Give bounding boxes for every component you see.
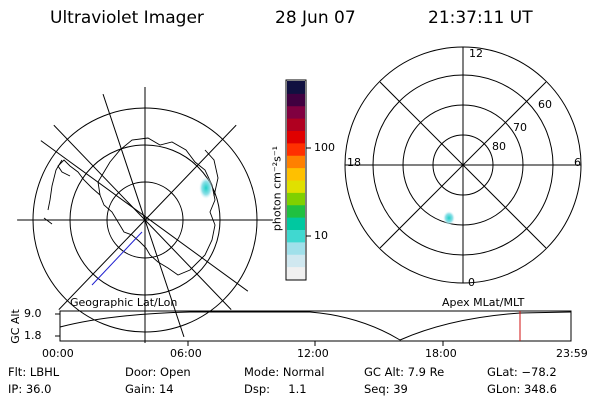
meridian-shallow1 — [39, 139, 261, 301]
mlt-diag2 — [379, 81, 547, 249]
colorbar-cell — [287, 254, 305, 268]
colorbar-cell — [287, 155, 305, 169]
magnetic-map — [344, 46, 582, 284]
alt-xtick-1800: 18:00 — [425, 347, 457, 360]
info-gain: Gain: 14 — [125, 382, 174, 396]
mlat-label-80: 80 — [492, 140, 506, 153]
altitude-curve — [59, 311, 572, 341]
colorbar-cell — [287, 93, 305, 107]
aurora-emission-right — [443, 211, 455, 225]
alt-xtick-1200: 12:00 — [297, 347, 329, 360]
geographic-map — [17, 87, 273, 343]
colorbar-cell — [287, 105, 305, 119]
colorbar-cell — [287, 130, 305, 144]
info-ip: IP: 36.0 — [8, 382, 52, 396]
aurora-emission-left — [199, 177, 213, 199]
colorbar-cell — [287, 204, 305, 218]
mlt-label-18: 18 — [347, 156, 361, 169]
alt-plot-ylabel: GC Alt — [8, 309, 22, 344]
meridian-steep1 — [94, 87, 196, 343]
mlat-label-60: 60 — [538, 98, 552, 111]
mlt-label-0: 0 — [468, 276, 475, 289]
colorbar-cell — [287, 266, 305, 280]
instrument-title: Ultraviolet Imager — [50, 8, 204, 28]
left-map-caption: Geographic Lat/Lon — [70, 296, 178, 309]
altitude-plot — [55, 310, 572, 346]
info-filter: Flt: LBHL — [8, 365, 60, 379]
colorbar-cell — [287, 192, 305, 206]
colorbar-cell — [287, 241, 305, 255]
info-gc-alt: GC Alt: 7.9 Re — [364, 365, 445, 379]
alt-xtick-0000: 00:00 — [42, 347, 74, 360]
colorbar-unit-label: photon cm⁻²s⁻¹ — [270, 145, 284, 232]
colorbar-tick-10: 10 — [314, 229, 328, 242]
antarctica-coastline — [97, 137, 216, 276]
colorbar-cell — [287, 118, 305, 131]
mlat-label-70: 70 — [513, 121, 527, 134]
alt-ytick-9: 9.0 — [24, 307, 42, 320]
info-door: Door: Open — [125, 365, 191, 379]
colorbar-cell — [287, 180, 305, 193]
info-glat: GLat: −78.2 — [487, 365, 557, 379]
mlt-label-12: 12 — [469, 47, 483, 60]
colorbar-tick-100: 100 — [314, 141, 335, 154]
info-dsp: Dsp: 1.1 — [244, 382, 307, 396]
colorbar-cell — [287, 229, 305, 243]
australia-edge — [204, 149, 219, 197]
colorbar-cell — [287, 142, 305, 156]
alt-ytick-1-8: 1.8 — [24, 329, 42, 342]
colorbar-cell — [287, 167, 305, 181]
colorbar-cell — [287, 81, 305, 94]
info-mode: Mode: Normal — [244, 365, 325, 379]
colorbar-cell — [287, 217, 305, 230]
date-label: 28 Jun 07 — [275, 8, 356, 28]
time-label: 21:37:11 UT — [428, 8, 533, 28]
south-america-tip — [43, 159, 63, 225]
info-glon: GLon: 348.6 — [487, 382, 557, 396]
mlt-label-6: 6 — [574, 156, 581, 169]
alt-xtick-0600: 06:00 — [170, 347, 202, 360]
satellite-track — [91, 231, 143, 286]
right-map-caption: Apex MLat/MLT — [442, 296, 525, 309]
x-tick-marks — [187, 341, 444, 346]
alt-xtick-2359: 23:59 — [556, 347, 588, 360]
info-seq: Seq: 39 — [364, 382, 408, 396]
peninsula-coast — [57, 159, 101, 196]
colorbar — [285, 79, 311, 281]
